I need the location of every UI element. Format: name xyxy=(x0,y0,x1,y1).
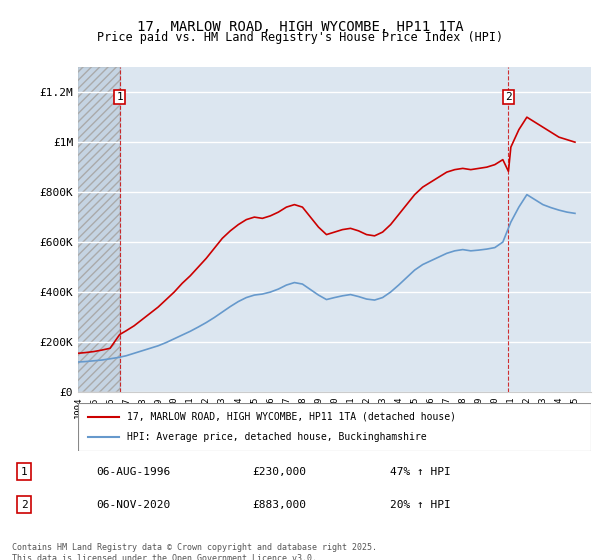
Text: 1: 1 xyxy=(20,467,28,477)
Text: 2: 2 xyxy=(20,500,28,510)
Text: Price paid vs. HM Land Registry's House Price Index (HPI): Price paid vs. HM Land Registry's House … xyxy=(97,31,503,44)
Text: 06-NOV-2020: 06-NOV-2020 xyxy=(96,500,170,510)
Text: 06-AUG-1996: 06-AUG-1996 xyxy=(96,467,170,477)
Text: 1: 1 xyxy=(116,92,123,102)
Text: 17, MARLOW ROAD, HIGH WYCOMBE, HP11 1TA: 17, MARLOW ROAD, HIGH WYCOMBE, HP11 1TA xyxy=(137,20,463,34)
Text: 2: 2 xyxy=(505,92,512,102)
Text: £230,000: £230,000 xyxy=(252,467,306,477)
Text: 20% ↑ HPI: 20% ↑ HPI xyxy=(390,500,451,510)
Text: £883,000: £883,000 xyxy=(252,500,306,510)
Text: Contains HM Land Registry data © Crown copyright and database right 2025.
This d: Contains HM Land Registry data © Crown c… xyxy=(12,543,377,560)
Bar xyxy=(78,67,119,392)
Text: 47% ↑ HPI: 47% ↑ HPI xyxy=(390,467,451,477)
Text: 17, MARLOW ROAD, HIGH WYCOMBE, HP11 1TA (detached house): 17, MARLOW ROAD, HIGH WYCOMBE, HP11 1TA … xyxy=(127,412,456,422)
Bar xyxy=(78,67,119,392)
Text: HPI: Average price, detached house, Buckinghamshire: HPI: Average price, detached house, Buck… xyxy=(127,432,427,442)
